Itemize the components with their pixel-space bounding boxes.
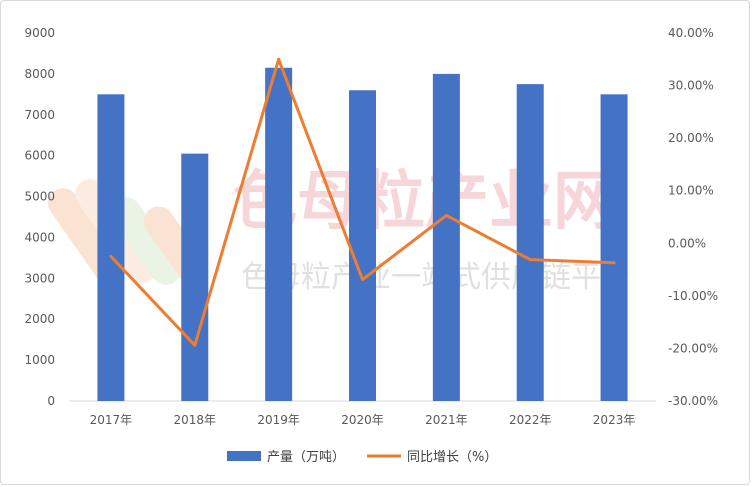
bar-production <box>97 94 125 401</box>
y-left-tick-label: 8000 <box>24 67 55 81</box>
y-left-tick-label: 0 <box>47 394 55 408</box>
bar-series <box>97 67 628 401</box>
legend: 产量（万吨） 同比增长（%） <box>227 450 497 465</box>
y-right-tick-label: 20.00% <box>668 131 714 145</box>
y-left-tick-label: 3000 <box>24 271 55 285</box>
bar-production <box>432 73 460 401</box>
legend-label-growth: 同比增长（%） <box>407 450 497 465</box>
bar-production <box>516 84 544 401</box>
x-tick-label: 2018年 <box>174 413 217 427</box>
x-tick-label: 2022年 <box>509 413 552 427</box>
bar-production <box>265 67 293 401</box>
y-left-tick-label: 9000 <box>24 26 55 40</box>
y-right-tick-label: 10.00% <box>668 184 714 198</box>
bar-production <box>600 94 628 401</box>
y-left-tick-label: 6000 <box>24 149 55 163</box>
bar-production <box>181 153 209 401</box>
y-left-tick-label: 2000 <box>24 312 55 326</box>
y-left-tick-label: 4000 <box>24 230 55 244</box>
bar-production <box>349 90 376 401</box>
point-growth <box>528 258 532 262</box>
point-growth <box>193 343 197 347</box>
y-right-tick-label: 40.00% <box>668 26 714 40</box>
y-right-tick-label: -30.00% <box>668 394 718 408</box>
x-tick-label: 2020年 <box>341 413 384 427</box>
x-tick-label: 2021年 <box>425 413 468 427</box>
watermark-logo-stroke-3 <box>110 197 182 285</box>
line-series <box>109 57 616 347</box>
point-growth <box>109 254 113 258</box>
legend-swatch-production <box>227 451 261 461</box>
y-left-tick-label: 1000 <box>24 353 55 367</box>
x-tick-label: 2017年 <box>90 413 133 427</box>
y-right-tick-label: 0.00% <box>668 236 706 250</box>
y-right-tick-label: -20.00% <box>668 341 718 355</box>
y-left-tick-label: 7000 <box>24 108 55 122</box>
point-growth <box>612 261 616 265</box>
y-right-tick-label: 30.00% <box>668 79 714 93</box>
point-growth <box>277 57 281 61</box>
axes: 0 1000 2000 3000 4000 5000 6000 7000 8000 9000 -30… <box>24 26 718 427</box>
x-tick-label: 2023年 <box>593 413 636 427</box>
y-right-tick-label: -10.00% <box>668 289 718 303</box>
point-growth <box>444 213 448 217</box>
legend-label-production: 产量（万吨） <box>267 450 345 465</box>
y-left-tick-label: 5000 <box>24 190 55 204</box>
x-tick-label: 2019年 <box>257 413 300 427</box>
watermark-main-text: 色母粒产业网 <box>233 165 617 239</box>
point-growth <box>361 278 364 282</box>
